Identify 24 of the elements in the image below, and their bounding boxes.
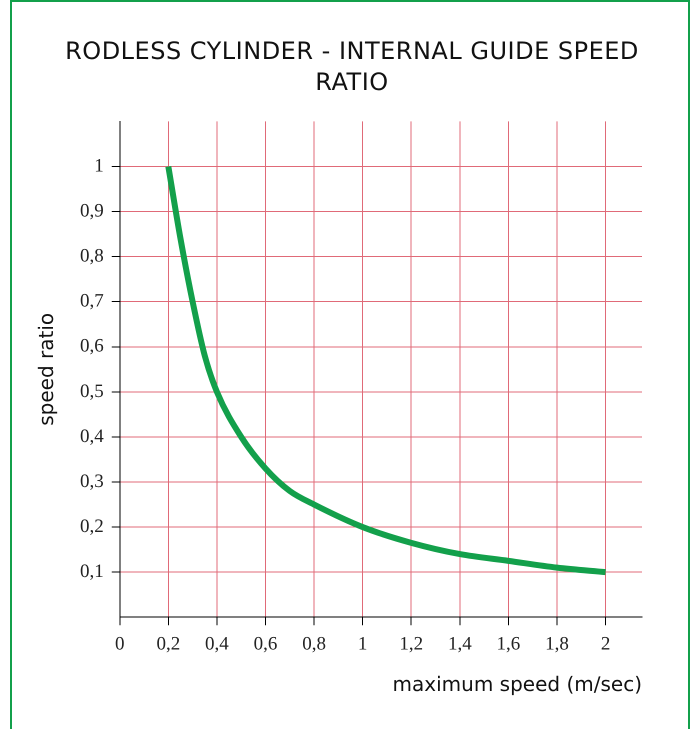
x-tick-label: 0,8 [302,634,326,655]
x-tick-label: 1,8 [545,634,569,655]
x-tick-label: 0 [115,634,124,655]
x-tick-label: 0,4 [205,634,230,655]
x-axis-title: maximum speed (m/sec) [392,672,642,696]
x-tick-label: 1,2 [399,634,424,655]
x-tick-label: 1,6 [496,634,520,655]
y-tick-label: 0,9 [80,200,104,222]
x-tick-label: 2 [600,634,610,655]
y-tick-label: 0,7 [80,290,104,312]
y-tick-label: 0,8 [80,246,104,267]
x-tick-label: 0,2 [156,634,180,655]
x-tick-label: 1 [358,634,368,655]
x-tick-label: 1,4 [448,634,472,655]
y-axis-title: speed ratio [34,312,58,426]
y-tick-label: 1 [94,155,104,176]
y-tick-label: 0,3 [80,470,104,492]
y-tick-label: 0,5 [80,380,104,402]
chart-title: RODLESS CYLINDER - INTERNAL GUIDE SPEED RATIO [64,36,640,98]
y-tick-label: 0,2 [80,516,104,538]
y-tick-label: 0,4 [80,426,104,447]
x-tick-label: 0,6 [254,634,278,655]
y-tick-label: 0,6 [80,336,104,357]
y-tick-label: 0,1 [80,561,104,582]
